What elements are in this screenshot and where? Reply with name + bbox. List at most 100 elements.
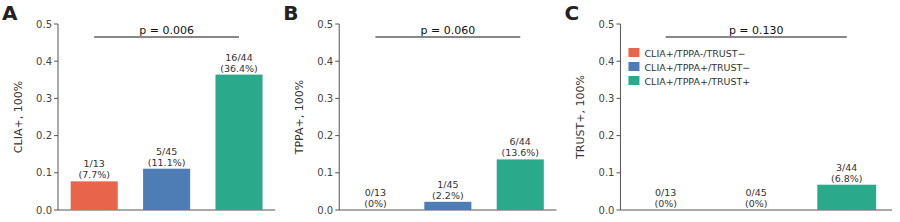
y-tick: [616, 98, 620, 99]
legend-label: CLIA+/TPPA+/TRUST−: [644, 62, 750, 73]
y-tick: [54, 61, 58, 62]
bars: [71, 75, 263, 210]
panel-label: C: [564, 1, 579, 25]
bar: [727, 210, 786, 211]
data-label: 0/13(0%): [364, 187, 386, 209]
y-tick-label: 0.2: [599, 130, 615, 141]
data-labels: 0/13(0%) 1/45(2.2%) 6/44(13.6%): [364, 136, 539, 209]
legend-label: CLIA+/TPPA-/TRUST−: [644, 48, 745, 59]
bars: [817, 185, 876, 210]
panel: BTPPA+, 100%0.00.10.20.30.40.50/13(0%)1/…: [283, 1, 556, 216]
y-tick-label: 0.3: [36, 93, 52, 104]
y-tick-label: 0.2: [36, 130, 52, 141]
y-tick-label: 0.0: [317, 205, 333, 216]
data-label-line: 5/45: [156, 146, 177, 157]
data-label-line: (0%): [364, 198, 386, 209]
y-axis: [620, 24, 621, 210]
data-label-line: (36.4%): [220, 63, 258, 74]
y-tick-label: 0.4: [317, 56, 333, 67]
y-tick: [335, 210, 339, 211]
y-tick: [616, 24, 620, 25]
bar: [424, 202, 471, 210]
panel-label: A: [2, 1, 18, 25]
data-label: 0/13(0%): [654, 187, 676, 209]
data-label: 5/45(11.1%): [148, 146, 186, 168]
data-labels: 0/13(0%)0/45(0%)3/44(6.8%): [654, 162, 862, 209]
data-label: 3/44(6.8%): [831, 162, 863, 184]
y-tick: [54, 98, 58, 99]
legend: CLIA+/TPPA-/TRUST− CLIA+/TPPA+/TRUST− CLIA…: [628, 48, 750, 87]
bar: [143, 169, 190, 210]
y-axis-label: TRUST+, 100%: [574, 75, 587, 160]
bars: [424, 159, 543, 210]
y-tick-label: 0.4: [599, 56, 615, 67]
y-tick-label: 0.1: [317, 167, 333, 178]
y-tick-label: 0.5: [599, 19, 615, 30]
data-label: 1/45(2.2%): [432, 179, 464, 201]
y-tick-label: 0.4: [36, 56, 52, 67]
legend-swatch: [628, 76, 639, 85]
data-label-line: 0/45: [746, 187, 767, 198]
data-label: 1/13(7.7%): [78, 158, 110, 180]
y-tick: [54, 210, 58, 211]
panel: A CLIA+, 100% 0.0 0.1 0.2 0.3 0.4 0.5 1/13(7.7%)…: [2, 1, 275, 216]
y-tick: [335, 98, 339, 99]
data-label-line: 1/13: [84, 158, 105, 169]
data-label-line: (7.7%): [78, 169, 110, 180]
y-tick-label: 0.3: [317, 93, 333, 104]
data-label-line: (6.8%): [831, 173, 863, 184]
data-label: 6/44(13.6%): [501, 136, 539, 158]
annotation: p = 0.006: [139, 24, 194, 37]
bar: [71, 181, 118, 210]
legend-swatch: [628, 48, 639, 57]
legend-swatch: [628, 62, 639, 71]
bar: [497, 159, 544, 210]
data-label: 0/45(0%): [745, 187, 767, 209]
y-tick-label: 0.1: [599, 167, 615, 178]
data-label-line: (13.6%): [501, 147, 539, 158]
data-label: 16/44(36.4%): [220, 52, 258, 74]
y-axis: [58, 24, 59, 210]
data-label-line: 0/13: [365, 187, 386, 198]
data-label-line: 6/44: [510, 136, 531, 147]
y-tick: [335, 24, 339, 25]
y-tick: [335, 61, 339, 62]
y-tick-label: 0.0: [36, 205, 52, 216]
data-label-line: 3/44: [836, 162, 857, 173]
data-label-line: 16/44: [225, 52, 252, 63]
chart: A CLIA+, 100% 0.0 0.1 0.2 0.3 0.4 0.5 1/13(7.7%)…: [0, 0, 900, 222]
data-label-line: (2.2%): [432, 190, 464, 201]
panel-label: B: [283, 1, 298, 25]
y-tick: [54, 135, 58, 136]
bar: [636, 210, 695, 211]
annotation: p = 0.130: [729, 24, 784, 37]
bar: [215, 75, 262, 210]
data-label-line: (11.1%): [148, 157, 186, 168]
y-tick-label: 0.5: [317, 19, 333, 30]
y-tick: [335, 172, 339, 173]
annotation: p = 0.060: [421, 24, 476, 37]
y-tick: [54, 24, 58, 25]
y-tick-label: 0.2: [317, 130, 333, 141]
data-labels: 1/13(7.7%) 5/45(11.1%) 16/44(36.4%): [78, 52, 257, 181]
y-tick-label: 0.0: [599, 205, 615, 216]
data-label-line: (0%): [745, 198, 767, 209]
data-label-line: (0%): [654, 198, 676, 209]
y-axis-label: CLIA+, 100%: [12, 81, 25, 153]
y-tick-label: 0.1: [36, 167, 52, 178]
y-tick-label: 0.3: [599, 93, 615, 104]
y-tick: [54, 172, 58, 173]
data-label-line: 0/13: [655, 187, 676, 198]
y-tick: [616, 210, 620, 211]
panel: CTRUST+, 100%0.00.10.20.30.40.50/13(0%)0…: [564, 1, 892, 216]
data-label-line: 1/45: [437, 179, 458, 190]
y-axis: [339, 24, 340, 210]
y-tick: [616, 135, 620, 136]
y-tick-label: 0.5: [36, 19, 52, 30]
y-tick: [616, 61, 620, 62]
y-tick: [616, 172, 620, 173]
legend-label: CLIA+/TPPA+/TRUST+: [644, 76, 750, 87]
bar: [817, 185, 876, 210]
bar: [352, 210, 399, 211]
y-tick: [335, 135, 339, 136]
